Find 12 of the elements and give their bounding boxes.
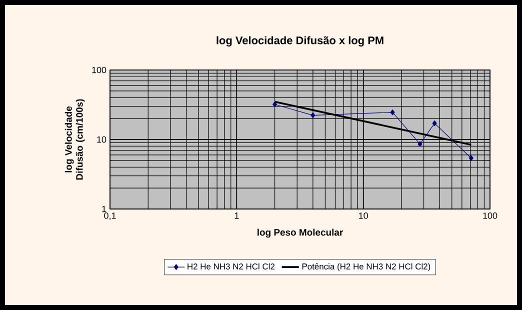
x-tick-label: 100 [483, 212, 498, 219]
y-tick-label: 1 [102, 206, 106, 212]
x-tick-label: 1 [234, 212, 239, 219]
y-tick-label: 10 [97, 136, 106, 143]
chart-title: log Velocidade Difusão x log PM [216, 36, 384, 47]
legend-label: H2 He NH3 N2 HCl Cl2 [188, 263, 274, 270]
y-axis-title: log Velocidade Difusão (cm/100s) [64, 99, 85, 180]
x-axis-title: log Peso Molecular [258, 228, 343, 238]
y-tick-label: 100 [92, 66, 106, 74]
x-tick-label: 0,1 [104, 212, 116, 220]
legend-label: Potência (H2 He NH3 N2 HCl Cl2) [302, 263, 430, 272]
x-tick-label: 10 [359, 212, 368, 219]
